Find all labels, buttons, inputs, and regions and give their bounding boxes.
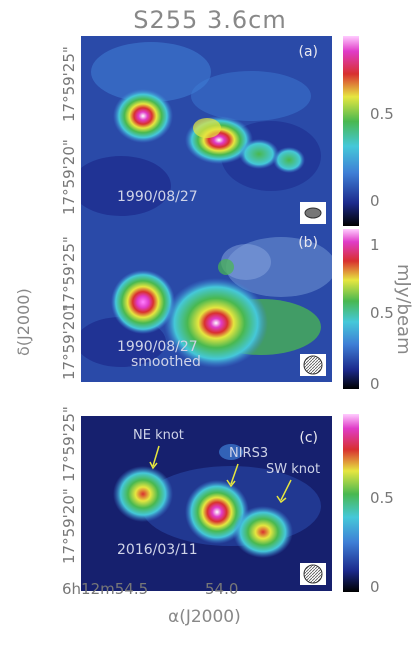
panel-b-label: (b) xyxy=(298,235,318,251)
ytick-b-20: 17°59'20" xyxy=(60,304,78,380)
colorbar-b xyxy=(343,229,359,389)
xtick-545: 6h12m54.5 xyxy=(62,580,149,598)
ytick-a-20: 17°59'20" xyxy=(60,139,78,215)
panel-b-beam xyxy=(300,354,326,376)
panel-b: (b) 1990/08/27 smoothed xyxy=(81,227,332,382)
panel-a-image xyxy=(81,36,332,230)
colorbar-c xyxy=(343,414,359,592)
xtick-540: 54.0 xyxy=(205,580,239,598)
panel-c-date: 2016/03/11 xyxy=(117,542,198,558)
sw-knot-label: SW knot xyxy=(266,462,321,477)
cbar-c-tick-0: 0 xyxy=(370,578,380,596)
panel-b-image xyxy=(81,227,332,382)
panel-c: (c) NE knot NIRS3 SW knot 2016/03/11 xyxy=(81,416,332,591)
colorbar-unit-label: mJy/beam xyxy=(393,264,414,355)
y-axis-label: δ(J2000) xyxy=(14,288,33,356)
ytick-a-25: 17°59'25" xyxy=(60,46,78,122)
panel-b-date: 1990/08/27 xyxy=(117,339,198,355)
panel-a-label: (a) xyxy=(298,44,318,60)
annotation-arrows xyxy=(149,445,292,504)
cbar-b-tick-0: 0 xyxy=(370,375,380,393)
cbar-c-tick-05: 0.5 xyxy=(370,489,394,507)
panel-a-date: 1990/08/27 xyxy=(117,189,198,205)
ne-knot-label: NE knot xyxy=(133,428,184,443)
cbar-a-tick-0: 0 xyxy=(370,192,380,210)
panel-c-beam xyxy=(300,563,326,585)
ytick-b-25: 17°59'25" xyxy=(60,236,78,312)
panel-a: (a) 1990/08/27 xyxy=(81,36,332,230)
ytick-c-20: 17°59'20" xyxy=(60,488,78,564)
figure-title: S255 3.6cm xyxy=(133,6,287,34)
cbar-b-tick-1: 1 xyxy=(370,236,380,254)
panel-c-label: (c) xyxy=(299,430,318,446)
ytick-c-25: 17°59'25" xyxy=(60,406,78,482)
panel-b-subtitle: smoothed xyxy=(131,354,201,370)
panel-a-beam xyxy=(300,202,326,224)
nirs3-label: NIRS3 xyxy=(229,446,269,461)
panel-c-image xyxy=(81,416,332,591)
colorbar-a xyxy=(343,36,359,226)
cbar-b-tick-05: 0.5 xyxy=(370,304,394,322)
cbar-a-tick-05: 0.5 xyxy=(370,105,394,123)
x-axis-label: α(J2000) xyxy=(168,607,241,627)
